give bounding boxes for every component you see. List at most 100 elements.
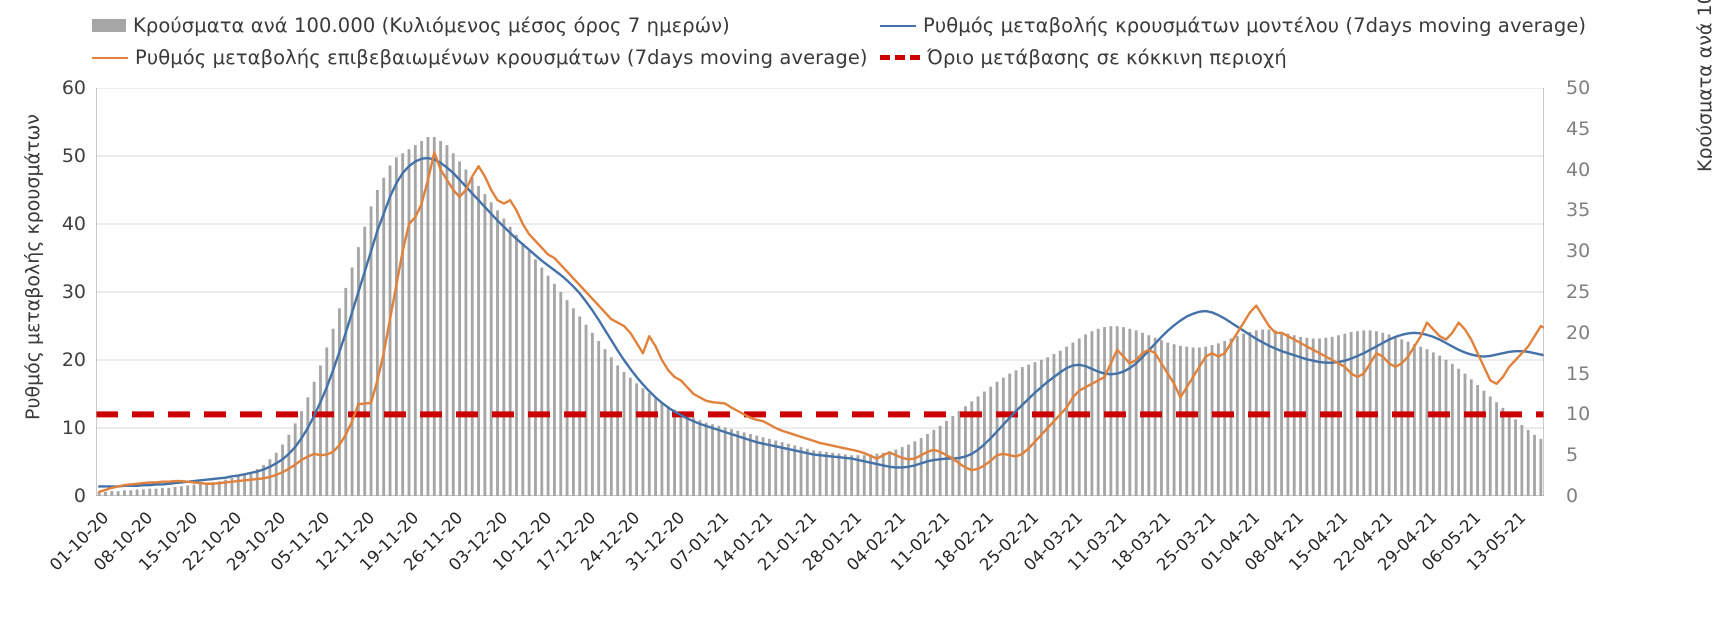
bar (1008, 373, 1012, 496)
chart-canvas (96, 88, 1544, 496)
bar (1539, 438, 1543, 496)
y-axis-right-tick-label: 35 (1566, 199, 1591, 222)
bar (692, 417, 695, 496)
bar (1033, 362, 1037, 496)
y-axis-left-tick-label: 30 (61, 281, 86, 303)
bar (1160, 340, 1163, 496)
bar (1273, 330, 1277, 496)
bar (477, 185, 480, 496)
y-axis-right-tick-label: 5 (1566, 444, 1579, 467)
bar (698, 420, 702, 496)
y-axis-right-tick-label: 10 (1566, 403, 1591, 426)
bar (843, 454, 847, 496)
bar (1065, 346, 1069, 496)
y-axis-left-tick-label: 60 (61, 77, 86, 99)
legend-label-confirmed: Ρυθμός μεταβολής επιβεβαιωμένων κρουσμάτ… (135, 46, 868, 69)
bar (458, 161, 462, 496)
bar (470, 177, 474, 496)
y-axis-right-tick-label: 20 (1566, 321, 1591, 344)
bar (1172, 344, 1176, 496)
bar (780, 442, 784, 496)
bar (483, 194, 487, 496)
bar (388, 165, 392, 496)
legend-item-bars[interactable]: Κρούσματα ανά 100.000 (Κυλιόμενος μέσος … (92, 14, 730, 37)
bar (1052, 354, 1056, 496)
bar (1412, 344, 1416, 496)
blue-line-swatch-icon (880, 24, 916, 27)
bar (527, 251, 531, 496)
bar (154, 488, 158, 496)
bar (1469, 379, 1473, 496)
bar (445, 145, 449, 496)
bar (123, 490, 126, 496)
bar (723, 427, 727, 496)
bar (1318, 338, 1321, 496)
bar (243, 474, 247, 496)
bar (319, 365, 322, 496)
bar (565, 300, 569, 496)
bar (647, 393, 651, 496)
bar (1349, 331, 1353, 496)
bar (369, 206, 373, 496)
bar (224, 479, 228, 496)
bar (1134, 330, 1138, 496)
bar (824, 451, 828, 496)
bar (976, 396, 980, 496)
bar (508, 226, 512, 496)
bar (989, 386, 993, 496)
bar (553, 283, 556, 496)
y-axis-left-tick-label: 20 (61, 349, 86, 371)
bar (831, 452, 835, 496)
bar (287, 434, 291, 496)
bar (730, 429, 733, 496)
bar (97, 491, 101, 496)
bar (211, 482, 215, 496)
bar (300, 411, 303, 496)
bar (805, 448, 809, 496)
bar-swatch-icon (92, 19, 126, 32)
bar (148, 488, 152, 496)
legend-item-confirmed[interactable]: Ρυθμός μεταβολής επιβεβαιωμένων κρουσμάτ… (92, 46, 868, 69)
bar (489, 202, 493, 496)
bar (281, 444, 284, 496)
series-line (97, 156, 1544, 488)
bar (426, 136, 430, 496)
bar (344, 287, 348, 496)
bar (521, 243, 525, 496)
bar (1387, 334, 1391, 496)
bar (786, 443, 790, 496)
bar (1280, 331, 1284, 496)
bar (1242, 333, 1246, 496)
bar (1020, 367, 1024, 496)
bar (1438, 355, 1442, 496)
bar (1096, 328, 1100, 496)
y-axis-left-tick-label: 0 (73, 485, 86, 507)
bar (230, 478, 234, 496)
bar (1128, 328, 1132, 496)
bar (407, 149, 411, 496)
bar (900, 447, 904, 496)
bar (628, 377, 632, 496)
bar (635, 383, 639, 496)
bar (584, 324, 588, 496)
bar (1058, 350, 1062, 496)
bar (964, 406, 967, 496)
bar (666, 406, 670, 496)
bar (1223, 340, 1227, 496)
bar (1071, 342, 1075, 496)
legend-item-threshold[interactable]: Όριο μετάβασης σε κόκκινη περιοχή (880, 46, 1287, 69)
bar (116, 491, 120, 496)
bar (1457, 368, 1461, 496)
bar (913, 441, 917, 496)
series-line (97, 151, 1544, 494)
bar (1027, 364, 1031, 496)
bar (970, 401, 974, 496)
bar (186, 485, 190, 496)
y-axis-right-tick-label: 40 (1566, 158, 1591, 181)
bar (1520, 425, 1524, 496)
bar (590, 332, 594, 496)
bar (875, 453, 879, 496)
legend-item-model[interactable]: Ρυθμός μεταβολής κρουσμάτων μοντέλου (7d… (880, 14, 1586, 37)
bar (888, 451, 891, 496)
